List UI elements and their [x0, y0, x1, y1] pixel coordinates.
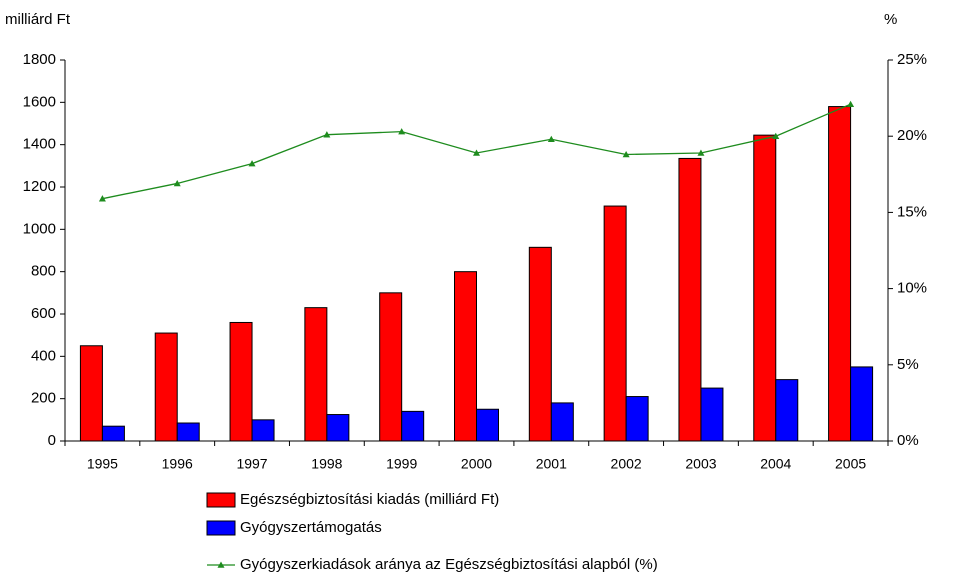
line-marker	[173, 179, 181, 187]
bar	[476, 408, 499, 442]
y2-tick-label: 10%	[897, 280, 927, 297]
bar	[625, 396, 649, 442]
bar	[700, 387, 724, 442]
x-tick-label: 2003	[685, 456, 716, 472]
bar	[154, 332, 178, 442]
line-marker	[772, 132, 780, 139]
bar	[229, 321, 253, 442]
bar	[176, 422, 200, 442]
line-marker	[473, 149, 480, 156]
legend-marker	[217, 561, 225, 568]
bar	[603, 205, 627, 442]
bar	[79, 345, 103, 442]
x-tick-label: 1996	[162, 456, 193, 472]
x-tick-label: 1999	[386, 456, 417, 472]
x-tick-label: 2004	[760, 456, 791, 472]
line-marker	[622, 150, 630, 158]
x-tick-label: 1995	[87, 456, 118, 472]
y-tick-label: 200	[31, 390, 56, 407]
y-tick-label: 400	[31, 347, 56, 364]
bar	[454, 271, 477, 442]
y-tick-label: 1000	[23, 220, 56, 237]
line-marker	[547, 135, 555, 143]
bar	[101, 425, 125, 442]
y-axis-label: milliárd Ft	[5, 11, 71, 28]
bar	[678, 157, 702, 442]
y2-tick-label: 0%	[897, 432, 919, 449]
legend-swatch	[206, 492, 236, 508]
y-tick-label: 600	[31, 305, 56, 322]
y2-tick-label: 5%	[897, 356, 919, 373]
bar	[550, 402, 574, 442]
legend-swatch	[206, 520, 236, 536]
line-marker	[323, 131, 331, 138]
x-tick-label: 1997	[236, 456, 267, 472]
line-marker	[98, 195, 106, 202]
y2-tick-label: 20%	[897, 127, 927, 144]
line-marker	[697, 149, 705, 156]
y-tick-label: 1600	[23, 93, 56, 110]
y-tick-label: 0	[48, 432, 56, 449]
bar	[326, 414, 350, 442]
y2-axis-label: %	[884, 11, 897, 28]
bar	[753, 134, 777, 442]
bar	[828, 106, 852, 442]
line-marker	[248, 160, 256, 167]
bar	[304, 307, 328, 442]
bar	[775, 379, 799, 442]
bar	[528, 246, 552, 442]
x-tick-label: 1998	[311, 456, 342, 472]
y2-tick-label: 25%	[897, 51, 927, 68]
bar	[401, 410, 425, 442]
x-tick-label: 2005	[835, 456, 866, 472]
y-tick-label: 1800	[23, 51, 56, 68]
y-tick-label: 1200	[23, 178, 56, 195]
x-tick-label: 2000	[461, 456, 492, 472]
x-tick-label: 2001	[536, 456, 567, 472]
y-tick-label: 800	[31, 263, 56, 280]
bar	[251, 419, 275, 442]
legend-label: Gyógyszertámogatás	[240, 519, 382, 536]
bar	[379, 292, 403, 442]
line-marker	[847, 100, 855, 107]
x-tick-label: 2002	[611, 456, 642, 472]
line-marker	[398, 128, 406, 135]
y2-tick-label: 15%	[897, 203, 927, 220]
legend-label: Egészségbiztosítási kiadás (milliárd Ft)	[240, 491, 499, 508]
y-tick-label: 1400	[23, 136, 56, 153]
legend-label: Gyógyszerkiadások aránya az Egészségbizt…	[240, 556, 658, 573]
bar	[850, 366, 874, 442]
